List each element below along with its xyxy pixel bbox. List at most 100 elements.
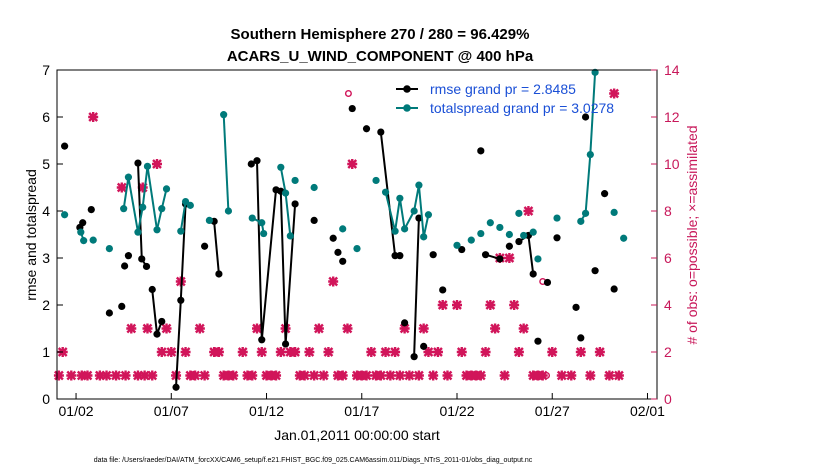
rmse-point <box>142 262 151 271</box>
obs-assimilated-marker <box>413 370 424 381</box>
rmse-point <box>172 383 180 391</box>
obs-assimilated-marker <box>475 370 486 381</box>
totalspread-point <box>391 227 399 235</box>
obs-possible-marker <box>344 89 352 97</box>
obs-assimilated-marker <box>88 112 99 122</box>
obs-assimilated-marker <box>575 347 586 357</box>
totalspread-point <box>339 225 347 233</box>
totalspread-point <box>591 68 599 76</box>
totalspread-point <box>553 214 561 222</box>
obs-assimilated-marker <box>509 300 520 310</box>
totalspread-point <box>586 151 594 159</box>
x-tick-label: 02/01 <box>630 403 665 419</box>
totalspread-point <box>610 208 618 217</box>
totalspread-point <box>372 176 380 185</box>
obs-assimilated-marker <box>132 370 143 381</box>
x-tick-label: 01/07 <box>154 403 189 419</box>
obs-assimilated-marker <box>385 370 396 381</box>
totalspread-point <box>529 228 537 236</box>
x-tick-label: 01/02 <box>59 403 94 419</box>
obs-assimilated-marker <box>256 347 267 357</box>
legend-spread-marker <box>403 104 411 112</box>
obs-assimilated-marker <box>418 323 429 334</box>
obs-assimilated-marker <box>299 370 310 381</box>
rmse-point <box>439 286 447 294</box>
totalspread-point <box>424 211 433 219</box>
totalspread-point <box>134 228 142 236</box>
obs-assimilated-marker <box>547 347 558 357</box>
obs-assimilated-marker <box>394 370 405 381</box>
y-right-tick-label: 0 <box>664 391 672 407</box>
obs-assimilated-marker <box>318 370 329 381</box>
obs-assimilated-marker <box>309 370 320 381</box>
totalspread-point <box>162 185 171 193</box>
obs-assimilated-marker <box>523 206 534 216</box>
totalspread-point <box>80 237 88 245</box>
obs-assimilated-marker <box>604 370 615 381</box>
obs-assimilated-marker <box>390 347 401 357</box>
obs-assimilated-marker <box>399 323 410 334</box>
obs-assimilated-marker <box>518 323 529 334</box>
obs-assimilated-marker <box>152 159 162 169</box>
obs-assimilated-marker <box>404 370 415 381</box>
totalspread-point <box>396 194 404 202</box>
rmse-point <box>153 330 161 338</box>
totalspread-point <box>258 219 266 227</box>
totalspread-point <box>143 162 152 170</box>
rmse-point <box>420 342 428 350</box>
obs-assimilated-marker <box>499 370 510 381</box>
rmse-point <box>529 270 537 278</box>
obs-assimilated-marker <box>437 300 448 310</box>
y-right-tick-label: 12 <box>664 109 680 125</box>
obs-assimilated-marker <box>442 370 453 381</box>
y-axis-right-label: # of obs: o=possible; ×=assimilated <box>684 125 700 344</box>
rmse-point <box>362 125 371 133</box>
rmse-point <box>148 285 156 294</box>
rmse-point <box>281 340 290 348</box>
obs-assimilated-marker <box>213 347 224 357</box>
obs-assimilated-marker <box>323 347 334 357</box>
data-file-footer: data file: /Users/raeder/DAI/ATM_forcXX/… <box>94 457 533 464</box>
axes-frame <box>56 69 658 400</box>
y-axis-label: rmse and totalspread <box>23 169 39 301</box>
totalspread-point <box>453 241 461 249</box>
totalspread-point <box>534 255 542 263</box>
obs-assimilated-marker <box>139 370 150 381</box>
totalspread-point <box>61 211 69 219</box>
obs-assimilated-marker <box>380 347 391 357</box>
rmse-line-segment <box>151 289 163 335</box>
y-tick-label: 1 <box>42 344 50 360</box>
rmse-point <box>334 248 342 256</box>
obs-assimilated-marker <box>116 182 127 193</box>
rmse-point <box>572 303 580 311</box>
rmse-point <box>105 309 113 317</box>
rmse-point <box>134 159 142 167</box>
obs-possible-marker <box>543 372 551 380</box>
rmse-point <box>124 252 133 260</box>
rmse-point <box>348 104 356 113</box>
rmse-line-segment <box>413 217 420 357</box>
rmse-point <box>534 337 542 345</box>
obs-assimilated-marker <box>76 370 87 381</box>
rmse-point <box>118 302 126 311</box>
y-right-tick-label: 14 <box>664 62 680 78</box>
x-tick-label: 01/17 <box>344 403 379 419</box>
totalspread-point <box>248 214 256 222</box>
x-tick-label: 01/22 <box>439 403 474 419</box>
rmse-point <box>291 200 299 208</box>
rmse-point <box>581 113 590 121</box>
obs-assimilated-marker <box>556 370 567 381</box>
y-tick-label: 3 <box>42 250 50 266</box>
x-tick-label: 01/27 <box>535 403 570 419</box>
obs-assimilated-marker <box>290 347 301 357</box>
obs-assimilated-marker <box>252 323 262 334</box>
obs-assimilated-marker <box>137 182 148 193</box>
rmse-point <box>458 245 466 254</box>
totalspread-point <box>486 219 494 227</box>
obs-assimilated-marker <box>485 300 496 310</box>
y-tick-label: 7 <box>42 62 50 78</box>
totalspread-point <box>515 209 523 217</box>
totalspread-point <box>89 236 97 244</box>
totalspread-line-segment <box>146 166 158 230</box>
rmse-point <box>505 242 513 250</box>
